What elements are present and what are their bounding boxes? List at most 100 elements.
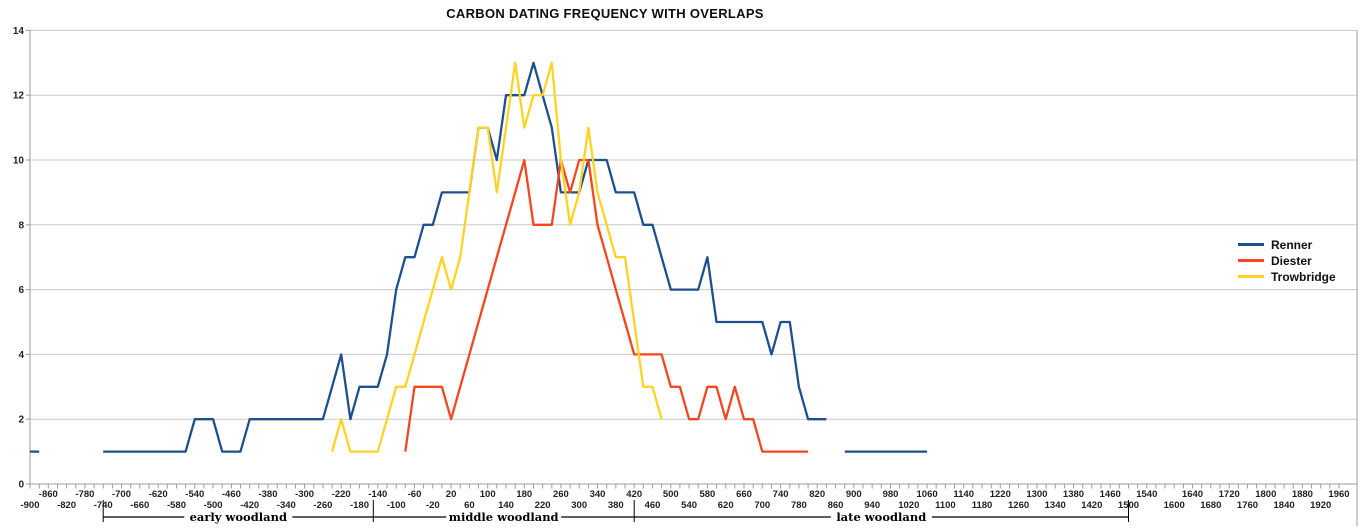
series-line-diester [404,158,809,453]
x-tick-label: 700 [754,500,770,511]
y-tick-label: 2 [18,415,24,426]
x-tick-label: -140 [368,489,387,500]
x-tick-label: 100 [480,489,496,500]
x-tick-label: 1020 [898,500,919,511]
x-tick-label: -60 [408,489,422,500]
x-tick-label: -900 [20,500,39,511]
x-tick-label: 1220 [990,489,1011,500]
y-tick-label: 8 [18,220,24,231]
legend-swatch-trowbridge [1238,275,1264,278]
x-tick-label: 420 [626,489,642,500]
x-tick-label: 1420 [1081,500,1102,511]
period-label: late woodland [836,510,926,524]
x-tick-label: 1920 [1310,500,1331,511]
x-tick-label: 1880 [1292,489,1313,500]
x-tick-label: 260 [553,489,569,500]
y-gridlines [30,29,1357,485]
period-brackets: early woodland middle woodland late woodla… [102,500,1129,524]
period-label: early woodland [190,510,287,524]
x-tick-label: 1300 [1026,489,1047,500]
x-tick-label: 140 [498,500,514,511]
x-tick-label: 660 [736,489,752,500]
x-tick-label: 1260 [1008,500,1029,511]
x-tick-label: 980 [883,489,899,500]
x-tick-label: -420 [240,500,259,511]
x-tick-label: 380 [608,500,624,511]
x-tick-label: -620 [149,489,168,500]
y-tick-label: 12 [13,91,25,102]
x-tick-label: 1140 [953,489,974,500]
legend-item-renner: Renner [1238,237,1336,252]
x-tick-label: -660 [130,500,149,511]
x-tick-label: 20 [446,489,457,500]
legend-swatch-renner [1238,243,1264,246]
x-tick-label: -700 [112,489,131,500]
legend-item-trowbridge: Trowbridge [1238,270,1336,284]
x-tick-label: -340 [277,500,296,511]
x-tick-label: -20 [426,500,440,511]
period-label-bg [830,509,932,523]
y-tick-label: 0 [18,480,24,491]
x-tick-label: 1380 [1063,489,1084,500]
x-tick-label: -860 [39,489,58,500]
y-tick-label: 6 [18,285,24,296]
x-tick-label: 1720 [1219,489,1240,500]
legend: Renner Diester Trowbridge [1238,237,1336,284]
chart-title: CARBON DATING FREQUENCY WITH OVERLAPS [446,6,764,21]
x-tick-label: -500 [204,500,223,511]
x-tick-label: -580 [167,500,186,511]
period-label-bg [184,509,293,523]
x-tick-label: 1060 [917,489,938,500]
x-tick-label: 1800 [1255,489,1276,500]
x-tick-label: -220 [332,489,351,500]
series-renner [30,61,928,453]
x-tick-label: -540 [185,489,204,500]
period-label-bg [446,509,562,523]
x-tick-label: 1540 [1136,489,1157,500]
series-diester [404,158,809,453]
period-label: middle woodland [449,510,559,524]
y-tick-label: 4 [18,350,24,361]
x-tick-label: 220 [535,500,551,511]
x-tick-label: 1460 [1100,489,1121,500]
x-tick-label: 180 [516,489,532,500]
x-tick-label: -300 [295,489,314,500]
x-tick-label: -180 [350,500,369,511]
x-tick-label: -100 [387,500,406,511]
x-tick-label: 860 [828,500,844,511]
x-tick-label: 1100 [935,500,956,511]
series-line-trowbridge [330,61,663,453]
x-tick-label: 1640 [1182,489,1203,500]
x-tick-label: 580 [699,489,715,500]
x-tick-label: 460 [645,500,661,511]
series-trowbridge [330,61,663,453]
x-axis-ticks [29,484,1340,489]
x-tick-label: 500 [663,489,679,500]
x-tick-label: 900 [846,489,862,500]
x-tick-label: 820 [809,489,825,500]
legend-label-renner: Renner [1271,237,1313,252]
x-tick-label: 1760 [1237,500,1258,511]
x-tick-label: 1840 [1274,500,1295,511]
x-tick-label: 1960 [1328,489,1349,500]
y-tick-label: 10 [13,156,25,167]
x-tick-label: 340 [590,489,606,500]
x-tick-label: 940 [864,500,880,511]
x-tick-label: -780 [75,489,94,500]
series-line-renner [103,61,827,453]
legend-swatch-diester [1238,259,1264,262]
x-tick-label: 620 [718,500,734,511]
x-tick-label: 780 [791,500,807,511]
x-tick-label: 540 [681,500,697,511]
y-axis-labels: 0 2 4 6 8 10 12 14 [13,26,30,491]
y-tick-label: 14 [13,26,25,37]
legend-label-diester: Diester [1271,253,1312,268]
x-tick-label: 300 [571,500,587,511]
x-tick-label: -460 [222,489,241,500]
x-tick-label: -380 [258,489,277,500]
x-tick-label: 1600 [1164,500,1185,511]
x-axis-labels-row-1: -860 -780 -700 -620 -540 -460 -380 -300 -220 -140… [39,489,1350,500]
x-tick-label: 1340 [1045,500,1066,511]
